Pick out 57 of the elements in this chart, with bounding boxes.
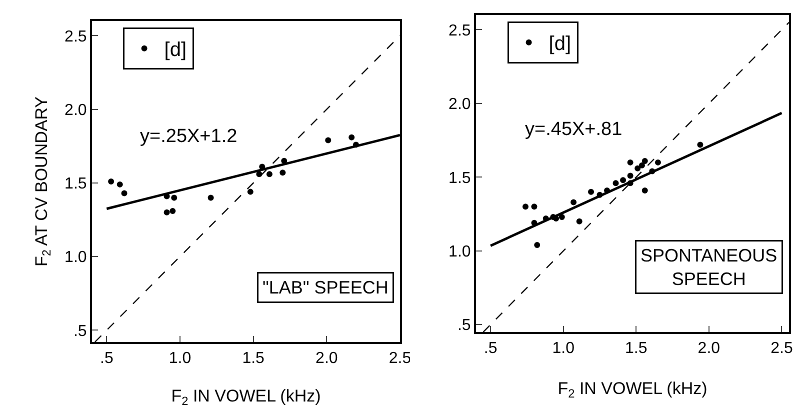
y-tick-label: 2.5 <box>448 22 471 40</box>
x-axis-title: F$_{2}$ IN VOWEL (kHz) <box>558 379 708 401</box>
point <box>121 190 128 196</box>
annotation: SPONTANEOUS SPEECH <box>640 246 778 289</box>
point <box>348 134 355 140</box>
point <box>531 204 538 210</box>
point <box>171 194 178 201</box>
point <box>208 194 214 201</box>
point <box>266 171 272 178</box>
legend-label: [d] <box>548 33 572 56</box>
x-tick-label: 2.5 <box>388 350 412 368</box>
annotation: y=.25X+1.2 <box>140 126 238 147</box>
point <box>325 137 332 144</box>
y-tick-label: 1.5 <box>64 176 87 193</box>
point <box>280 170 286 176</box>
y-tick-label: 1.0 <box>448 244 471 261</box>
point <box>588 188 594 195</box>
point <box>116 181 123 188</box>
point <box>642 158 648 164</box>
point <box>627 159 634 166</box>
point <box>570 199 577 206</box>
y-tick-label: 2.5 <box>64 28 87 46</box>
point <box>534 242 540 248</box>
y-tick-label: .5 <box>73 322 87 340</box>
y-tick-label: 1.5 <box>448 170 471 187</box>
point <box>164 209 170 216</box>
x-tick-label: 1.0 <box>168 350 192 368</box>
point <box>170 208 176 214</box>
annotation: "LAB" SPEECH <box>262 278 388 298</box>
x-tick-label: 2.5 <box>770 340 793 358</box>
point <box>654 159 661 166</box>
x-tick-label: 1.5 <box>625 340 648 358</box>
x-tick-label: 1.5 <box>242 350 265 368</box>
x-tick-label: 2.0 <box>698 340 720 358</box>
point <box>522 204 528 210</box>
point <box>558 214 565 220</box>
x-axis-title: F$_{2}$ IN VOWEL (kHz) <box>171 386 321 408</box>
x-tick-label: .5 <box>484 340 498 358</box>
y-tick-label: .5 <box>457 317 471 334</box>
legend-label: [d] <box>164 39 187 62</box>
point <box>638 162 645 168</box>
point <box>108 178 114 184</box>
y-tick-label: 2.0 <box>64 102 87 119</box>
point <box>627 172 634 179</box>
y-tick-label: 1.0 <box>64 249 87 266</box>
point <box>576 218 582 224</box>
y-tick-label: 2.0 <box>448 96 471 114</box>
point <box>612 180 619 186</box>
x-tick-label: 2.0 <box>316 350 338 368</box>
x-tick-label: 1.0 <box>552 340 575 358</box>
annotation: y=.45X+.81 <box>525 119 622 140</box>
point <box>634 165 641 172</box>
point <box>247 188 254 195</box>
point <box>697 142 704 148</box>
point <box>642 187 648 194</box>
point <box>620 177 626 184</box>
x-tick-label: .5 <box>100 350 114 368</box>
